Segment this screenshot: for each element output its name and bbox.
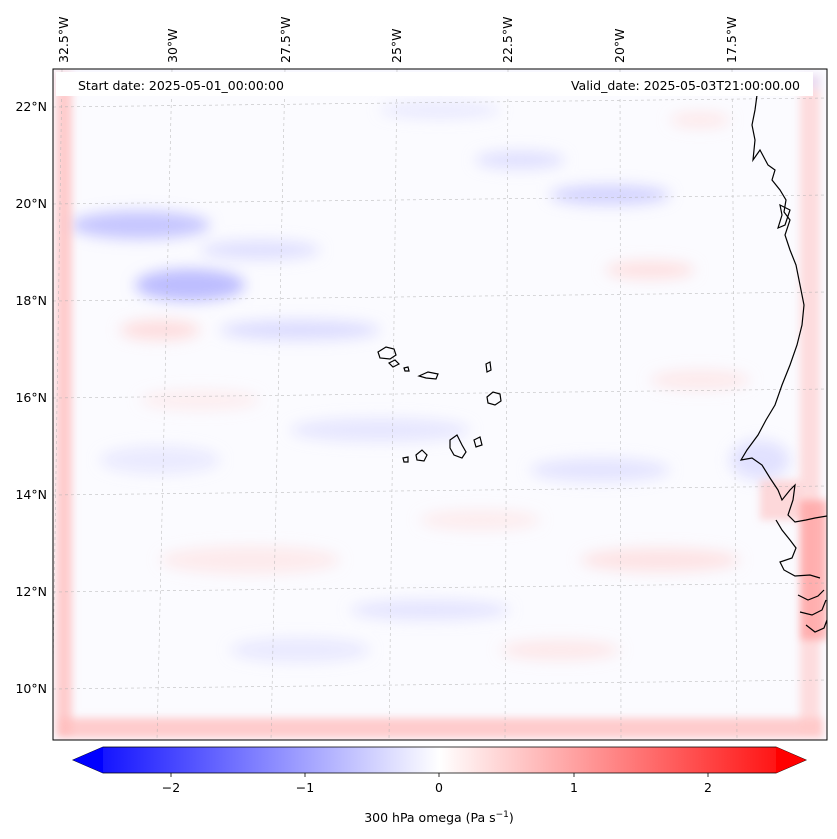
info-band [56, 72, 813, 96]
map-frame [52, 68, 828, 741]
colorbar-tick-1: 1 [570, 780, 578, 795]
cape-verde-boa-vista [486, 391, 502, 406]
lat-label-14n: 14°N [15, 487, 47, 502]
cape-verde-maio [473, 436, 483, 448]
lon-label-30w: 30°W [165, 28, 180, 63]
lon-label-17-5w: 17.5°W [724, 17, 739, 63]
longitude-labels: 32.5°W 30°W 27.5°W 25°W 22.5°W 20°W 17.5… [56, 17, 739, 63]
cape-verde-sao-vicente [387, 359, 401, 368]
lat-label-16n: 16°N [15, 390, 47, 405]
valid-date-label: Valid_date: 2025-05-03T21:00:00.00 [571, 78, 800, 93]
colorbar: −2 −1 0 1 2 300 hPa omega (Pa s−1) [71, 746, 808, 825]
africa-coast [739, 94, 827, 523]
cape-verde-sao-nicolau [417, 371, 439, 380]
lat-label-12n: 12°N [15, 584, 47, 599]
lon-label-27-5w: 27.5°W [278, 17, 293, 63]
lat-label-22n: 22°N [15, 99, 47, 114]
cape-verde-fogo [415, 449, 428, 462]
cape-verde-sal [485, 361, 492, 373]
colorbar-tick-0: 0 [435, 780, 443, 795]
lon-label-25w: 25°W [389, 28, 404, 63]
colorbar-max-extension [776, 747, 806, 773]
lat-label-10n: 10°N [15, 681, 47, 696]
cape-verde-brava [402, 456, 409, 463]
map-panel: Start date: 2025-05-01_00:00:00 Valid_da… [53, 69, 827, 740]
colorbar-body [71, 746, 808, 774]
lon-label-20w: 20°W [612, 28, 627, 63]
cape-verde-santo-antao [377, 346, 397, 360]
coastline [377, 94, 827, 633]
lat-label-20n: 20°N [15, 196, 47, 211]
colorbar-tick-neg1: −1 [296, 780, 314, 795]
graticule [53, 69, 827, 740]
latitude-labels: 22°N 20°N 18°N 16°N 14°N 12°N 10°N [15, 99, 47, 696]
start-date-label: Start date: 2025-05-01_00:00:00 [78, 78, 284, 93]
omega-field [70, 102, 790, 662]
colorbar-min-extension [73, 747, 103, 773]
colorbar-label: 300 hPa omega (Pa s−1) [364, 810, 514, 825]
lon-label-22-5w: 22.5°W [500, 17, 515, 63]
colorbar-tick-neg2: −2 [162, 780, 180, 795]
colorbar-ticks [170, 773, 709, 777]
lon-label-32-5w: 32.5°W [56, 17, 71, 63]
cape-verde-santiago [449, 434, 467, 459]
lat-label-18n: 18°N [15, 293, 47, 308]
colorbar-tick-2: 2 [704, 780, 712, 795]
